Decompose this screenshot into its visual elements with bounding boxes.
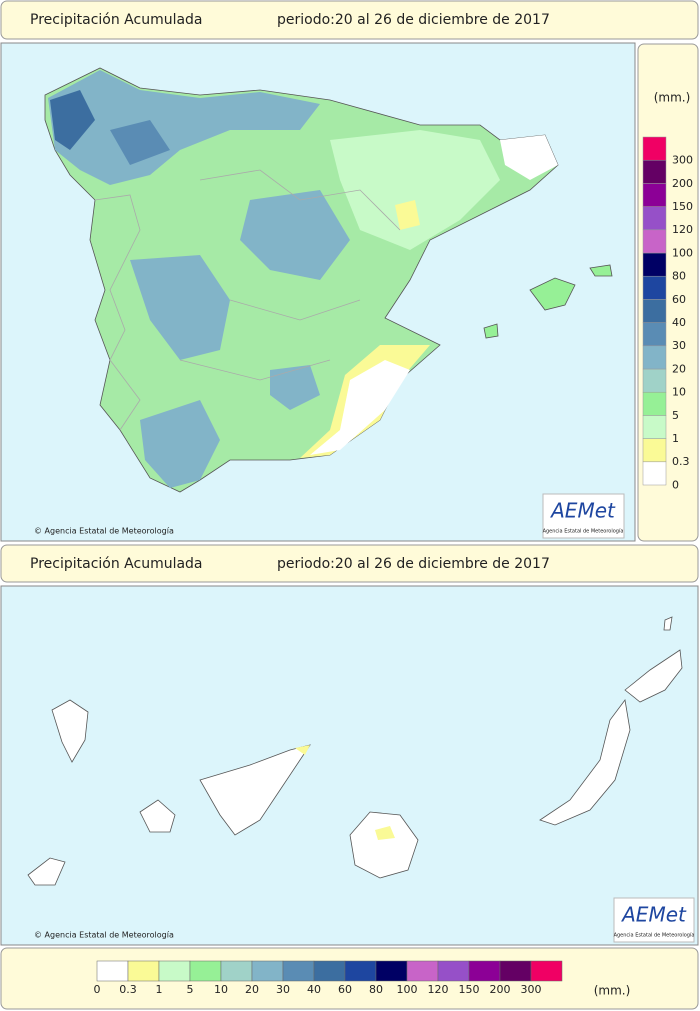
legend-swatch [158, 960, 191, 982]
legend-swatch [642, 229, 667, 254]
side-legend: 0 0.3 1 5 10 20 30 40 60 80 100 120 150 200 300 [642, 136, 693, 491]
header-period: periodo:20 al 26 de diciembre de 2017 [277, 12, 550, 28]
legend-label: 20 [245, 983, 259, 996]
legend-swatch [127, 960, 160, 982]
legend-swatch [189, 960, 222, 982]
legend-label: 5 [187, 983, 194, 996]
legend-swatch [642, 183, 667, 207]
legend-label: 10 [214, 983, 228, 996]
legend-label: 60 [338, 983, 352, 996]
legend-swatch [642, 206, 667, 231]
credit: © Agencia Estatal de Meteorología [34, 527, 174, 536]
logo-box [542, 493, 625, 539]
side-legend-unit: (mm.) [654, 91, 691, 105]
legend-swatch [642, 275, 667, 300]
legend-swatch [406, 960, 439, 982]
legend-swatch [282, 960, 315, 982]
legend-swatch [642, 391, 667, 416]
legend-label: 10 [672, 386, 686, 399]
bottom-legend-unit: (mm.) [594, 984, 631, 998]
logo: AEMet [620, 903, 687, 927]
legend-label: 40 [307, 983, 321, 996]
legend-swatch [642, 299, 667, 323]
credit: © Agencia Estatal de Meteorología [34, 931, 174, 940]
legend-swatch [642, 368, 667, 393]
legend-swatch [96, 960, 129, 982]
header-title: Precipitación Acumulada [30, 12, 203, 28]
legend-swatch [344, 960, 377, 982]
legend-swatch [642, 322, 667, 347]
legend-swatch [642, 136, 667, 161]
legend-label: 5 [672, 409, 679, 422]
legend-label: 150 [672, 200, 693, 213]
legend-label: 40 [672, 316, 686, 329]
legend-swatch [251, 960, 284, 982]
legend-swatch [642, 415, 667, 439]
legend-label: 60 [672, 293, 686, 306]
header-period: periodo:20 al 26 de diciembre de 2017 [277, 556, 550, 572]
map-canarias [0, 585, 699, 946]
logo-subtitle: Agencia Estatal de Meteorología [543, 528, 624, 535]
legend-swatch [642, 438, 667, 463]
legend-label: 0.3 [672, 455, 690, 468]
legend-swatch [499, 960, 532, 982]
legend-label: 120 [672, 223, 693, 236]
legend-label: 30 [276, 983, 290, 996]
legend-label: 100 [397, 983, 418, 996]
legend-label: 80 [672, 270, 686, 283]
legend-label: 0 [672, 478, 679, 491]
legend-swatch [375, 960, 408, 982]
header-bar [0, 0, 699, 40]
legend-swatch [642, 345, 667, 370]
legend-label: 1 [156, 983, 163, 996]
legend-label: 30 [672, 339, 686, 352]
legend-swatch [642, 252, 667, 277]
canary-islands [27, 616, 683, 886]
legend-swatch [642, 461, 667, 486]
legend-swatch [468, 960, 501, 982]
legend-label: 300 [521, 983, 542, 996]
legend-label: 0 [94, 983, 101, 996]
legend-label: 80 [369, 983, 383, 996]
peninsula-land [44, 67, 613, 493]
legend-swatch [642, 159, 667, 184]
header-title: Precipitación Acumulada [30, 556, 203, 572]
logo: AEMet [549, 499, 616, 523]
legend-label: 200 [672, 177, 693, 190]
legend-label: 20 [672, 362, 686, 375]
bottom-legend: 0 0.3 1 5 10 20 30 40 60 80 100 120 150 200 300 [94, 960, 563, 996]
header-bar [0, 544, 699, 583]
legend-swatch [220, 960, 253, 982]
logo-box [613, 897, 695, 943]
legend-label: 120 [428, 983, 449, 996]
legend-label: 0.3 [119, 983, 137, 996]
legend-label: 300 [672, 154, 693, 167]
legend-label: 1 [672, 432, 679, 445]
legend-label: 150 [459, 983, 480, 996]
legend-swatch [530, 960, 563, 982]
legend-swatch [313, 960, 346, 982]
legend-label: 200 [490, 983, 511, 996]
legend-label: 100 [672, 246, 693, 259]
logo-subtitle: Agencia Estatal de Meteorología [614, 932, 695, 939]
legend-swatch [437, 960, 470, 982]
